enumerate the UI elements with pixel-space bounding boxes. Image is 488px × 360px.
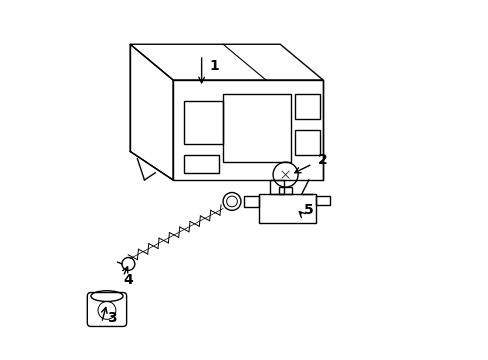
Text: 2: 2 (318, 153, 327, 167)
Text: 1: 1 (209, 59, 219, 73)
Text: 3: 3 (107, 311, 117, 324)
Text: 4: 4 (123, 273, 133, 287)
Text: 5: 5 (304, 203, 313, 217)
